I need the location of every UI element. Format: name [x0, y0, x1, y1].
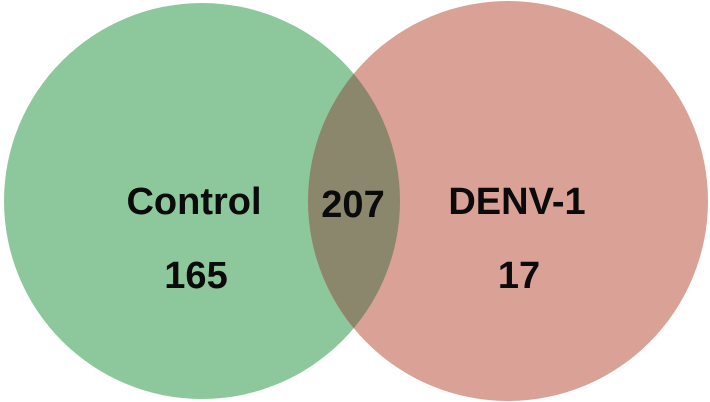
control-count: 165 [164, 255, 227, 297]
denv1-circle [308, 1, 708, 401]
denv1-count: 17 [498, 255, 540, 297]
control-circle [4, 3, 400, 399]
intersection-count: 207 [321, 184, 384, 226]
denv1-label: DENV-1 [448, 181, 585, 223]
control-label: Control [126, 181, 261, 223]
